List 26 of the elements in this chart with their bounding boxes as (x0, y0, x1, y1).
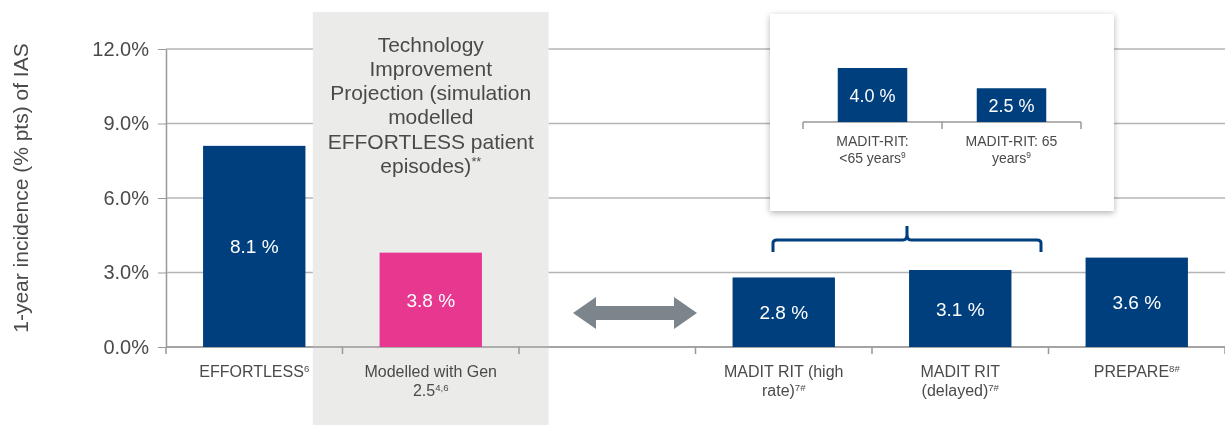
y-axis-title: 1-year incidence (% pts) of IAS (9, 43, 32, 333)
annotation: Technology Improvement Projection (simulation modelled EFFORTLESS patient episodes)$^{**}$ (327, 33, 535, 177)
bar (732, 277, 835, 347)
data-label: 4.0 % (849, 86, 896, 106)
x-tick-label: EFFORTLESS$^{6}$ (199, 362, 310, 380)
y-tick-label: 6.0% (103, 186, 150, 209)
data-label: 2.8 % (759, 302, 809, 324)
x-tick-label: MADIT RIT (delayed)$^{7#}$ (920, 363, 1001, 400)
x-tick-label: MADIT-RIT: 65 years$^{9}$ (965, 133, 1058, 166)
x-tick-label: PREPARE$^{8#}$ (1093, 362, 1181, 380)
y-tick-label: 3.0% (103, 261, 150, 284)
y-tick-label: 9.0% (103, 112, 150, 135)
bar (1085, 257, 1188, 347)
x-tick-label: MADIT-RIT: <65 years$^{9}$ (836, 133, 909, 166)
bar (379, 252, 482, 347)
data-label: 3.6 % (1112, 292, 1162, 314)
data-label: 3.1 % (935, 298, 985, 320)
y-tick-label: 0.0% (103, 335, 150, 358)
bar (909, 270, 1012, 347)
bar (203, 145, 306, 347)
y-tick-label: 12.0% (92, 37, 150, 60)
data-label: 8.1 % (229, 236, 279, 258)
x-tick-label: Modelled with Gen 2.5$^{4,6}$ (364, 363, 498, 400)
data-label: 2.5 % (988, 96, 1035, 117)
data-label: 3.8 % (406, 289, 456, 311)
x-tick-label: MADIT RIT (high rate)$^{7#}$ (724, 363, 844, 400)
